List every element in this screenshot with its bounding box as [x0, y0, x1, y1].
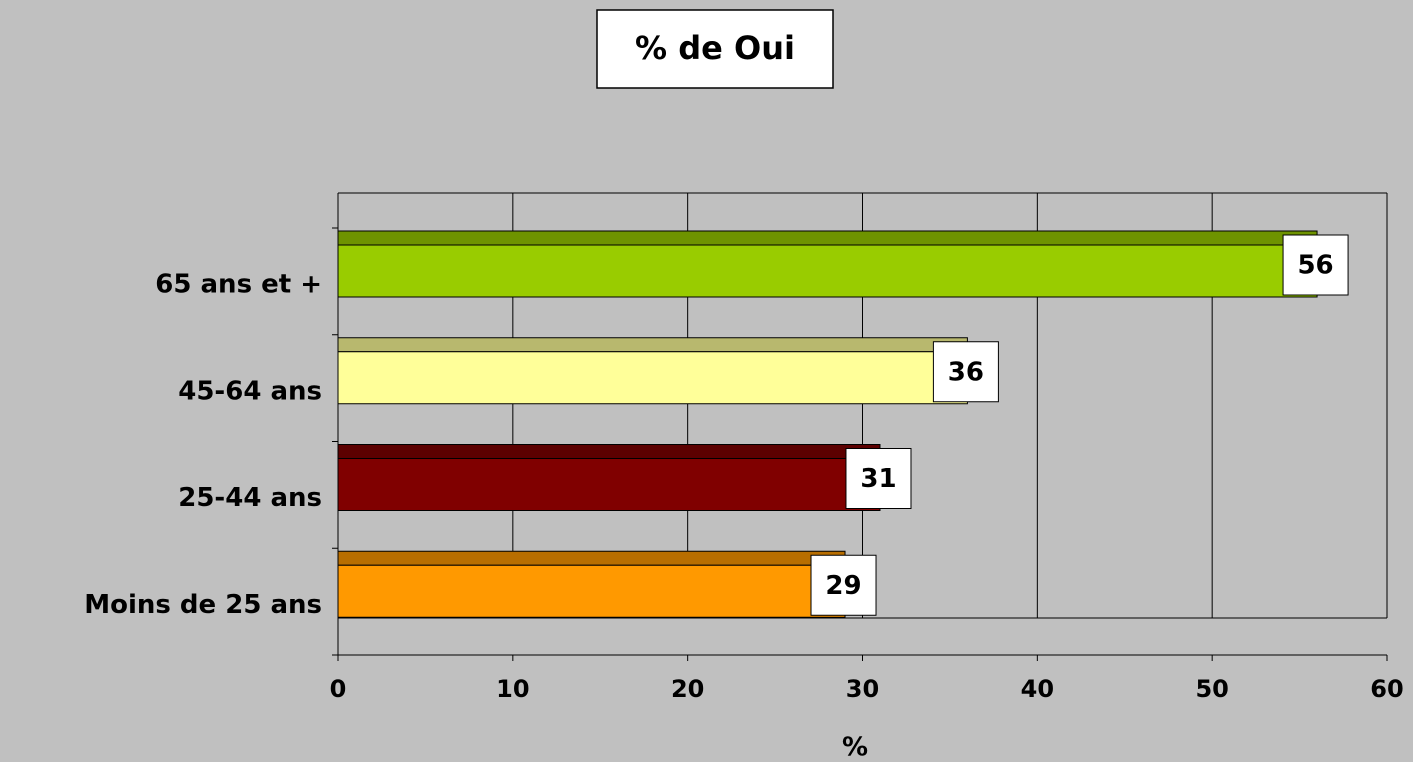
- x-tick-label: 50: [1195, 675, 1228, 703]
- bar-top: [337, 337, 968, 353]
- bar-top: [337, 444, 881, 459]
- y-tick-label: Moins de 25 ans: [84, 590, 322, 620]
- bar: [337, 458, 881, 511]
- x-tick-label: 10: [496, 675, 529, 703]
- bar: [337, 244, 1318, 298]
- bar-top: [337, 230, 1318, 246]
- value-label-box: [1282, 234, 1349, 296]
- x-tick-label: 30: [846, 675, 879, 703]
- bar: [337, 351, 968, 405]
- x-axis-label: %: [842, 733, 868, 762]
- value-label: 56: [1297, 251, 1333, 281]
- title-box: [596, 9, 834, 89]
- value-label: 31: [860, 464, 896, 494]
- bar: [337, 564, 846, 618]
- value-label-box: [845, 448, 912, 509]
- bar-top: [337, 550, 846, 566]
- x-tick-label: 40: [1021, 675, 1054, 703]
- y-tick-label: 65 ans et +: [155, 270, 322, 300]
- x-tick-label: 20: [671, 675, 704, 703]
- y-tick-label: 25-44 ans: [178, 483, 322, 513]
- value-label: 29: [825, 571, 861, 601]
- x-tick-label: 60: [1370, 675, 1403, 703]
- value-label-box: [810, 554, 877, 616]
- value-label-box: [932, 341, 999, 403]
- chart-title: % de Oui: [635, 29, 795, 67]
- y-tick-label: 45-64 ans: [178, 376, 322, 406]
- x-tick-label: 0: [330, 675, 347, 703]
- value-label: 36: [948, 357, 984, 387]
